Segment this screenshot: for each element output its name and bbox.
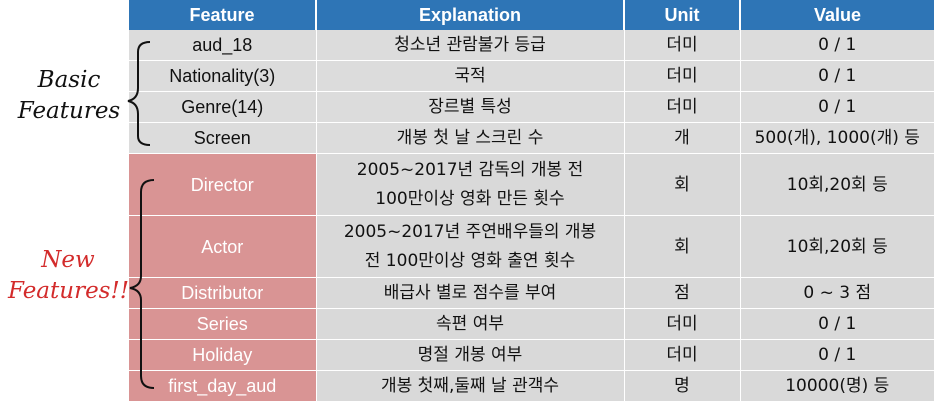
header-feature: Feature <box>129 0 317 30</box>
feature-cell: Actor <box>129 215 317 278</box>
unit-cell: 개 <box>624 122 741 154</box>
unit-cell: 회 <box>624 215 741 278</box>
unit-cell: 명 <box>624 370 741 402</box>
explanation-cell: 장르별 특성 <box>316 91 625 123</box>
value-cell: 0 / 1 <box>740 91 934 123</box>
unit-cell: 더미 <box>624 30 741 61</box>
unit-cell: 더미 <box>624 91 741 123</box>
explanation-line: 2005~2017년 주연배우들의 개봉 <box>343 221 597 242</box>
table-row: aud_18 청소년 관람불가 등급 더미 0 / 1 <box>129 30 934 61</box>
value-cell: 10회,20회 등 <box>740 215 934 278</box>
table-row: Actor 2005~2017년 주연배우들의 개봉 전 100만이상 영화 출… <box>129 215 934 278</box>
value-cell: 0 / 1 <box>740 30 934 61</box>
explanation-line: 2005~2017년 감독의 개봉 전 <box>356 159 584 180</box>
feature-cell: Genre(14) <box>129 91 317 123</box>
unit-cell: 더미 <box>624 308 741 340</box>
feature-cell: first_day_aud <box>129 370 317 402</box>
new-label-line: New <box>41 247 95 273</box>
table-row: first_day_aud 개봉 첫째,둘째 날 관객수 명 10000(명) … <box>129 370 934 402</box>
table-row: Distributor 배급사 별로 점수를 부여 점 0 ~ 3 점 <box>129 277 934 309</box>
table-row: Screen 개봉 첫 날 스크린 수 개 500(개), 1000(개) 등 <box>129 122 934 154</box>
table-row: Nationality(3) 국적 더미 0 / 1 <box>129 60 934 92</box>
value-cell: 0 / 1 <box>740 308 934 340</box>
value-cell: 10회,20회 등 <box>740 153 934 216</box>
feature-cell: aud_18 <box>129 30 317 61</box>
explanation-cell: 청소년 관람불가 등급 <box>316 30 625 61</box>
explanation-line: 100만이상 영화 만든 횟수 <box>375 188 565 209</box>
feature-cell: Director <box>129 153 317 216</box>
basic-label-line: Features <box>17 98 121 124</box>
new-label-line: Features!! <box>8 278 129 304</box>
value-cell: 500(개), 1000(개) 등 <box>740 122 934 154</box>
explanation-cell: 2005~2017년 주연배우들의 개봉 전 100만이상 영화 출연 횟수 <box>316 215 625 278</box>
explanation-cell: 국적 <box>316 60 625 92</box>
basic-label-line: Basic <box>37 67 101 93</box>
explanation-cell: 속편 여부 <box>316 308 625 340</box>
feature-cell: Distributor <box>129 277 317 309</box>
explanation-cell: 명절 개봉 여부 <box>316 339 625 371</box>
explanation-cell: 배급사 별로 점수를 부여 <box>316 277 625 309</box>
table-header-row: Feature Explanation Unit Value <box>129 0 934 30</box>
table-row: Series 속편 여부 더미 0 / 1 <box>129 308 934 340</box>
unit-cell: 회 <box>624 153 741 216</box>
feature-cell: Nationality(3) <box>129 60 317 92</box>
new-features-label: New Features!! <box>8 245 129 307</box>
header-unit: Unit <box>624 0 741 30</box>
new-features-brace <box>129 179 155 389</box>
value-cell: 10000(명) 등 <box>740 370 934 402</box>
value-cell: 0 / 1 <box>740 339 934 371</box>
unit-cell: 더미 <box>624 339 741 371</box>
value-cell: 0 ~ 3 점 <box>740 277 934 309</box>
explanation-cell: 개봉 첫 날 스크린 수 <box>316 122 625 154</box>
explanation-line: 전 100만이상 영화 출연 횟수 <box>364 250 576 271</box>
unit-cell: 점 <box>624 277 741 309</box>
feature-cell: Holiday <box>129 339 317 371</box>
value-cell: 0 / 1 <box>740 60 934 92</box>
header-explanation: Explanation <box>316 0 625 30</box>
feature-table: Feature Explanation Unit Value aud_18 청소… <box>129 0 934 402</box>
table-row: Holiday 명절 개봉 여부 더미 0 / 1 <box>129 339 934 371</box>
table-row: Director 2005~2017년 감독의 개봉 전 100만이상 영화 만… <box>129 153 934 216</box>
explanation-cell: 2005~2017년 감독의 개봉 전 100만이상 영화 만든 횟수 <box>316 153 625 216</box>
feature-cell: Series <box>129 308 317 340</box>
explanation-cell: 개봉 첫째,둘째 날 관객수 <box>316 370 625 402</box>
header-value: Value <box>740 0 934 30</box>
unit-cell: 더미 <box>624 60 741 92</box>
basic-features-brace <box>127 41 151 146</box>
table-row: Genre(14) 장르별 특성 더미 0 / 1 <box>129 91 934 123</box>
basic-features-label: Basic Features <box>14 65 124 127</box>
feature-cell: Screen <box>129 122 317 154</box>
